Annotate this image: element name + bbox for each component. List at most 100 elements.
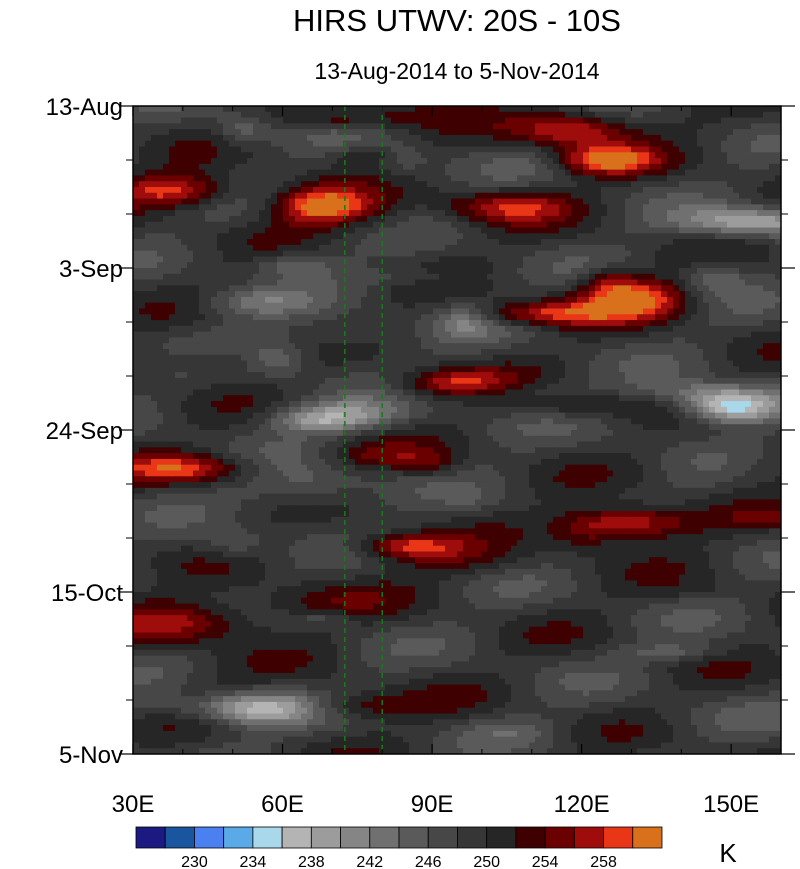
heatmap-cell [343, 314, 350, 321]
heatmap-cell [301, 215, 308, 223]
heatmap-cell [451, 320, 458, 327]
heatmap-cell [451, 111, 458, 119]
heatmap-cell [283, 227, 290, 234]
heatmap-cell [583, 163, 590, 171]
heatmap-cell [169, 262, 176, 269]
heatmap-cell [451, 239, 458, 246]
heatmap-cell [283, 256, 290, 263]
heatmap-cell [499, 273, 506, 281]
heatmap-cell [313, 308, 320, 315]
heatmap-cell [199, 285, 206, 292]
heatmap-cell [523, 227, 530, 234]
heatmap-cell [697, 221, 704, 229]
heatmap-cell [139, 134, 146, 142]
heatmap-cell [403, 152, 410, 159]
heatmap-cell [481, 308, 488, 315]
heatmap-cell [769, 111, 776, 119]
heatmap-cell [469, 296, 476, 304]
heatmap-cell [385, 192, 392, 200]
heatmap-cell [529, 106, 536, 113]
heatmap-cell [235, 134, 242, 142]
heatmap-cell [655, 256, 662, 263]
heatmap-cell [571, 198, 578, 205]
heatmap-cell [415, 134, 422, 142]
heatmap-cell [523, 210, 530, 217]
heatmap-cell [397, 360, 404, 367]
heatmap-cell [349, 296, 356, 304]
heatmap-cell [181, 198, 188, 205]
heatmap-cell [457, 343, 464, 350]
heatmap-cell [253, 279, 260, 286]
heatmap-cell [769, 360, 776, 367]
heatmap-cell [355, 221, 362, 229]
heatmap-cell [439, 123, 446, 130]
heatmap-cell [697, 256, 704, 263]
heatmap-cell [751, 250, 758, 258]
heatmap-cell [721, 215, 728, 223]
heatmap-cell [271, 152, 278, 159]
heatmap-cell [499, 262, 506, 269]
heatmap-cell [361, 111, 368, 119]
heatmap-cell [307, 129, 314, 136]
heatmap-cell [475, 192, 482, 200]
heatmap-cell [187, 129, 194, 136]
heatmap-cell [607, 227, 614, 234]
heatmap-cell [397, 268, 404, 275]
heatmap-cell [433, 291, 440, 298]
heatmap-cell [625, 343, 632, 350]
heatmap-cell [619, 233, 626, 240]
heatmap-cell [301, 187, 308, 194]
heatmap-cell [739, 343, 746, 350]
heatmap-cell [745, 354, 752, 362]
heatmap-cell [679, 163, 686, 171]
heatmap-cell [667, 366, 674, 373]
heatmap-cell [229, 169, 236, 177]
heatmap-cell [337, 152, 344, 159]
heatmap-cell [133, 325, 140, 333]
heatmap-cell [559, 152, 566, 159]
heatmap-cell [523, 291, 530, 298]
heatmap-cell [343, 163, 350, 171]
heatmap-cell [373, 366, 380, 373]
heatmap-cell [775, 331, 781, 339]
heatmap-cell [325, 233, 332, 240]
heatmap-cell [727, 233, 734, 240]
heatmap-cell [169, 296, 176, 304]
heatmap-cell [505, 296, 512, 304]
heatmap-cell [157, 343, 164, 350]
heatmap-cell [427, 244, 434, 252]
heatmap-cell [625, 337, 632, 344]
heatmap-cell [343, 354, 350, 362]
heatmap-cell [499, 140, 506, 148]
heatmap-cell [157, 366, 164, 373]
heatmap-cell [457, 106, 464, 113]
heatmap-cell [175, 198, 182, 205]
heatmap-cell [289, 291, 296, 298]
heatmap-cell [373, 308, 380, 315]
heatmap-cell [271, 106, 278, 113]
heatmap-cell [181, 372, 188, 379]
heatmap-cell [517, 244, 524, 252]
heatmap-cell [529, 291, 536, 298]
heatmap-cell [151, 268, 158, 275]
heatmap-cell [349, 198, 356, 205]
heatmap-cell [253, 158, 260, 165]
heatmap-cell [349, 117, 356, 124]
heatmap-cell [241, 343, 248, 350]
heatmap-cell [253, 181, 260, 188]
heatmap-cell [253, 134, 260, 142]
heatmap-cell [175, 123, 182, 130]
heatmap-cell [505, 325, 512, 333]
heatmap-cell [601, 210, 608, 217]
heatmap-cell [463, 227, 470, 234]
heatmap-cell [319, 268, 326, 275]
heatmap-cell [355, 233, 362, 240]
heatmap-cell [241, 169, 248, 177]
heatmap-cell [553, 302, 560, 310]
heatmap-cell [625, 273, 632, 281]
heatmap-cell [511, 320, 518, 327]
heatmap-cell [595, 314, 602, 321]
heatmap-cell [685, 152, 692, 159]
heatmap-cell [331, 285, 338, 292]
heatmap-cell [421, 239, 428, 246]
